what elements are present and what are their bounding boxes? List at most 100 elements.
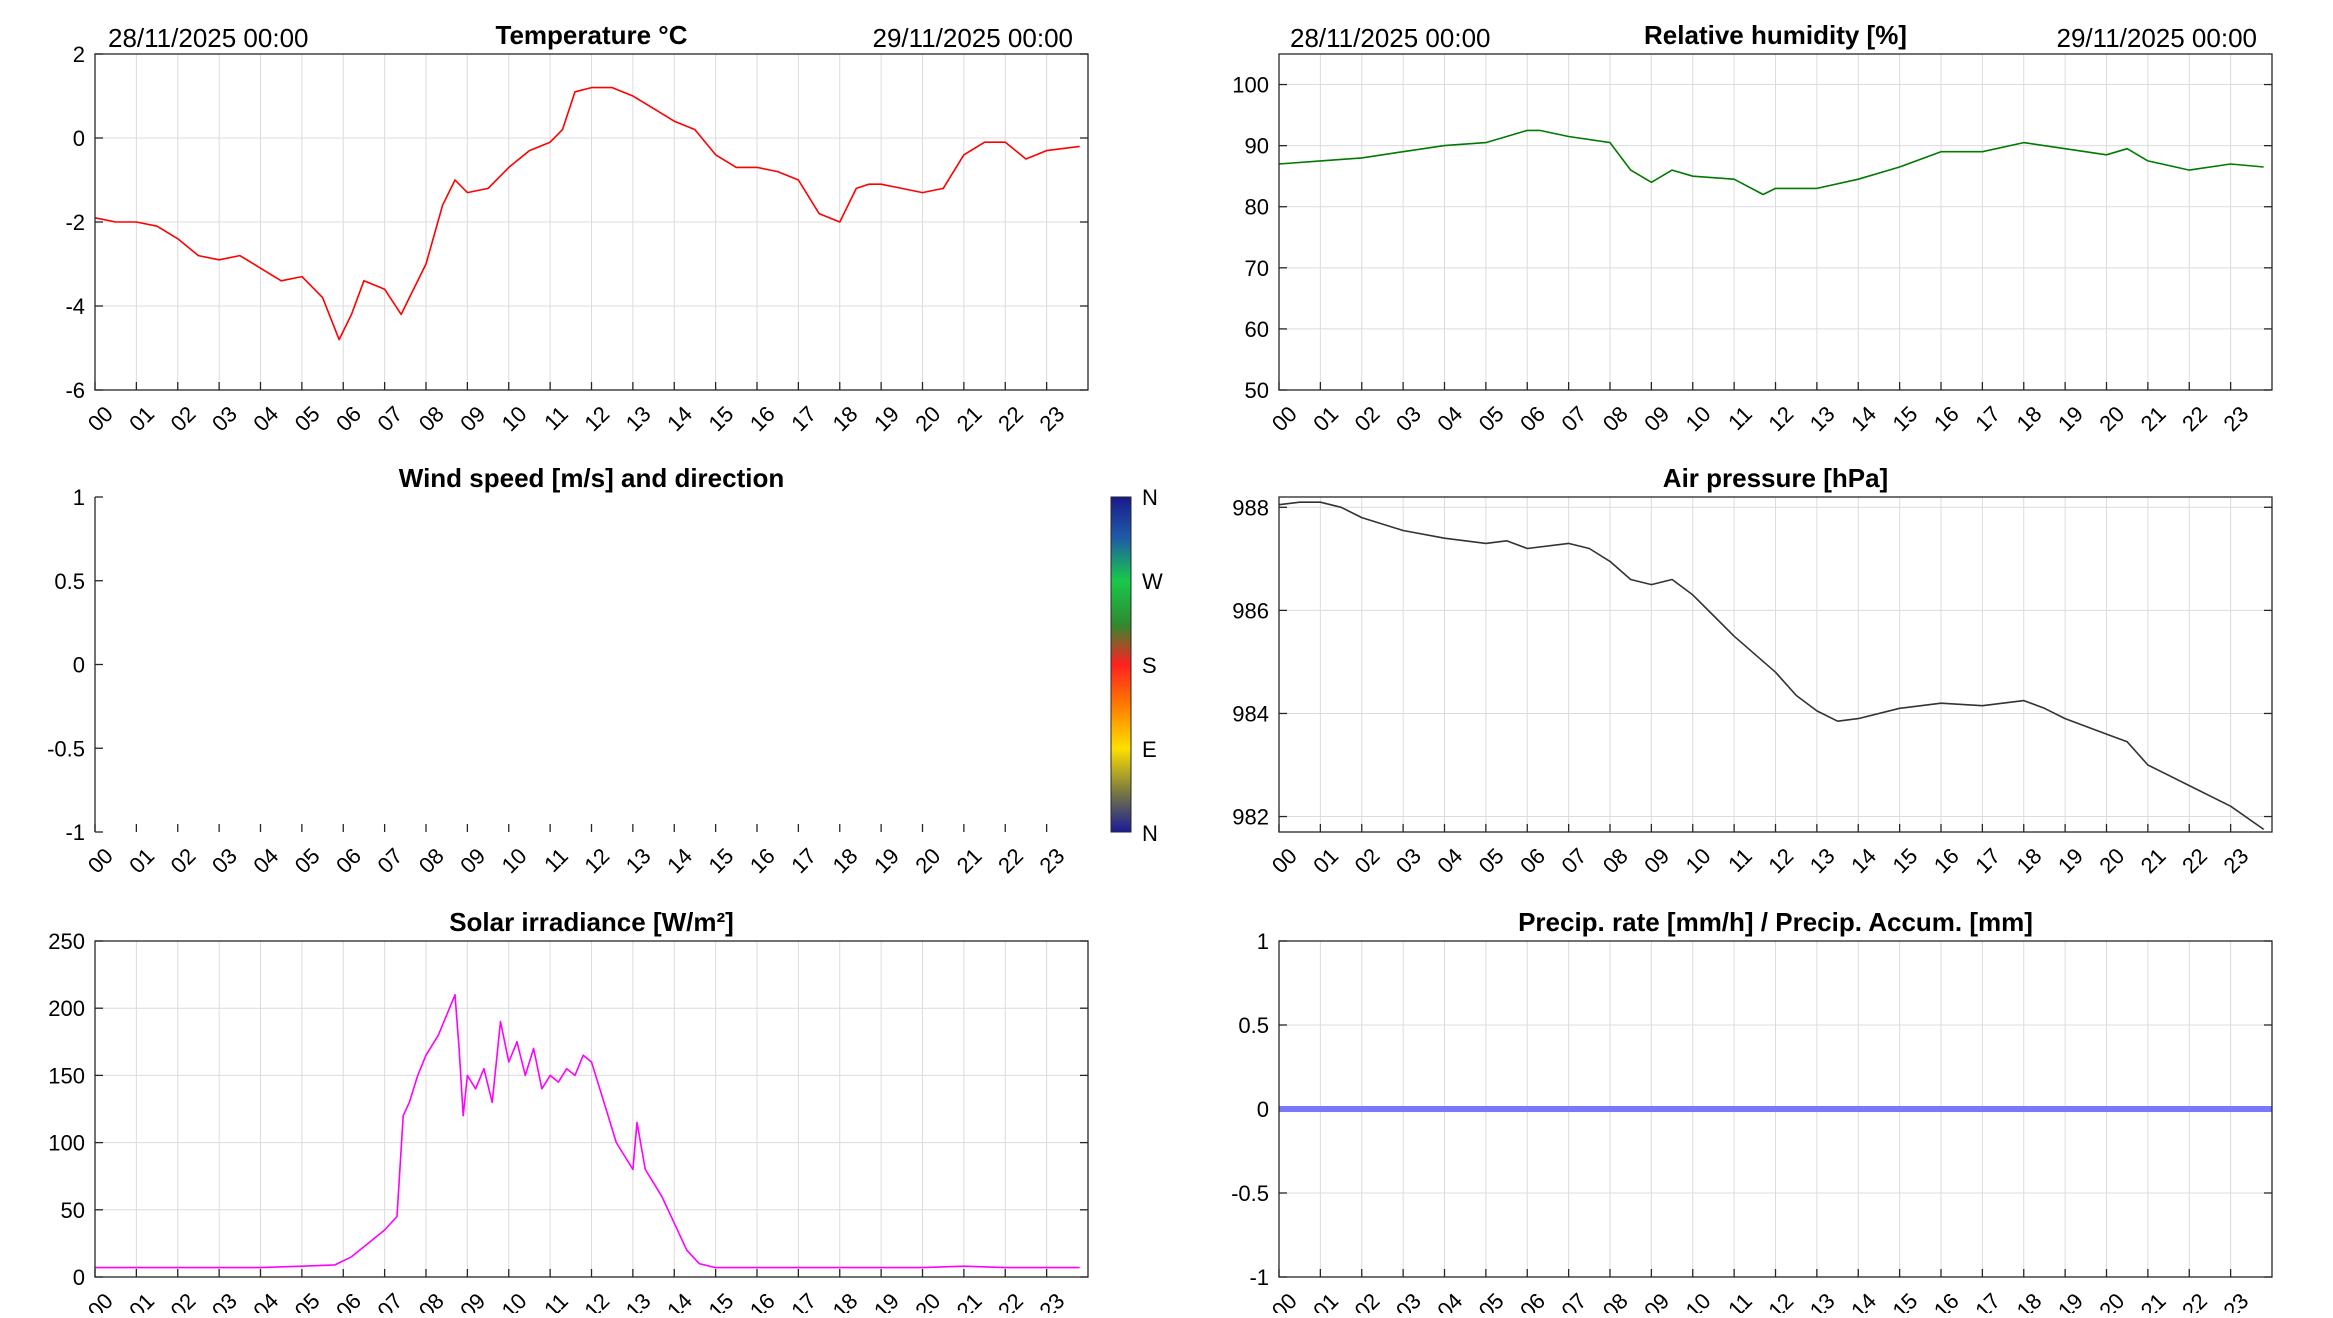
y-tick-label: 250 bbox=[48, 929, 85, 954]
x-tick-label: 03 bbox=[1391, 843, 1426, 878]
solar-series-line bbox=[95, 993, 1080, 1269]
y-tick-label: 60 bbox=[1245, 317, 1269, 342]
x-tick-label: 09 bbox=[1639, 843, 1674, 878]
x-tick-label: 04 bbox=[248, 401, 283, 436]
x-tick-label: 12 bbox=[579, 843, 614, 878]
x-tick-label: 10 bbox=[497, 1288, 532, 1313]
x-tick-label: 10 bbox=[1681, 843, 1716, 878]
x-tick-label: 02 bbox=[1350, 401, 1385, 436]
x-tick-label: 01 bbox=[124, 401, 159, 436]
y-tick-label: 0 bbox=[1257, 1097, 1269, 1122]
x-tick-label: 22 bbox=[993, 401, 1028, 436]
x-tick-label: 00 bbox=[1267, 1288, 1302, 1313]
x-tick-label: 11 bbox=[1723, 1288, 1757, 1313]
x-tick-label: 09 bbox=[455, 401, 490, 436]
x-tick-label: 17 bbox=[1970, 843, 2005, 878]
x-tick-label: 10 bbox=[497, 401, 532, 436]
x-tick-label: 01 bbox=[1308, 843, 1343, 878]
x-tick-label: 06 bbox=[1515, 401, 1550, 436]
y-tick-label: 0.5 bbox=[1238, 1013, 1269, 1038]
x-tick-label: 11 bbox=[539, 401, 573, 435]
x-tick-label: 23 bbox=[1034, 401, 1069, 436]
x-tick-label: 02 bbox=[1350, 843, 1385, 878]
x-tick-label: 04 bbox=[248, 1288, 283, 1313]
x-tick-label: 00 bbox=[1267, 401, 1302, 436]
x-tick-label: 00 bbox=[83, 401, 118, 436]
x-tick-label: 18 bbox=[828, 401, 863, 436]
x-tick-label: 17 bbox=[1970, 401, 2005, 436]
start-datetime-right: 28/11/2025 00:00 bbox=[1290, 23, 1490, 53]
wind-direction-colorbar: N W S E N bbox=[1110, 485, 1163, 846]
x-tick-label: 19 bbox=[2053, 843, 2088, 878]
solar-chart: 00 01 02 03 04 05 06 07 08 09 10 11 12 13 14 15 16 17 18 19… bbox=[48, 907, 1089, 1318]
x-tick-label: 09 bbox=[455, 1288, 490, 1313]
plot-frame bbox=[94, 53, 1089, 391]
x-tick-label: 03 bbox=[207, 843, 242, 878]
x-tick-label: 07 bbox=[1556, 843, 1591, 878]
x-tick-label: 09 bbox=[1639, 401, 1674, 436]
x-tick-label: 21 bbox=[2136, 1288, 2171, 1313]
x-tick-label: 07 bbox=[1556, 401, 1591, 436]
x-tick-label: 00 bbox=[83, 843, 118, 878]
y-tick-label: -0.5 bbox=[47, 736, 85, 761]
x-tick-label: 22 bbox=[2177, 843, 2212, 878]
x-tick-label: 02 bbox=[166, 1288, 201, 1313]
x-tick-label: 03 bbox=[207, 1288, 242, 1313]
x-tick-label: 15 bbox=[1887, 401, 1922, 436]
x-tick-label: 01 bbox=[1308, 1288, 1343, 1313]
pressure-chart: 00 01 02 03 04 05 06 07 08 09 10 11 12 13 14 15 16 17 18 19… bbox=[1232, 463, 2273, 878]
y-tick-label: 986 bbox=[1232, 598, 1269, 623]
x-tick-label: 12 bbox=[1763, 843, 1798, 878]
x-tick-label: 21 bbox=[952, 401, 987, 436]
x-tick-label: 20 bbox=[2094, 1288, 2129, 1313]
y-tick-label: 2 bbox=[73, 42, 85, 67]
x-tick-label: 12 bbox=[579, 1288, 614, 1313]
chart-title: Temperature °C bbox=[496, 20, 688, 50]
x-tick-label: 21 bbox=[2136, 401, 2171, 436]
y-tick-label: 982 bbox=[1232, 805, 1269, 830]
x-tick-label: 21 bbox=[952, 1288, 987, 1313]
x-tick-label: 07 bbox=[372, 1288, 407, 1313]
colorbar-label-n-top: N bbox=[1142, 485, 1158, 510]
x-tick-label: 13 bbox=[621, 1288, 656, 1313]
x-tick-label: 22 bbox=[993, 843, 1028, 878]
x-tick-label: 04 bbox=[248, 843, 283, 878]
x-tick-label: 08 bbox=[1598, 843, 1633, 878]
chart-title: Air pressure [hPa] bbox=[1663, 463, 1888, 493]
x-tick-label: 11 bbox=[1723, 843, 1757, 877]
x-tick-label: 02 bbox=[166, 843, 201, 878]
y-tick-label: 150 bbox=[48, 1063, 85, 1088]
temperature-chart: 00 01 02 03 04 05 06 07 08 09 10 11 12 13 14 15 16 17 18 19… bbox=[65, 20, 1089, 436]
x-tick-label: 08 bbox=[414, 843, 449, 878]
x-tick-label: 13 bbox=[1805, 1288, 1840, 1313]
x-tick-label: 15 bbox=[703, 401, 738, 436]
x-tick-label: 18 bbox=[2012, 401, 2047, 436]
x-tick-label: 04 bbox=[1432, 401, 1467, 436]
plot-area bbox=[95, 497, 1088, 832]
y-tick-label: 100 bbox=[48, 1131, 85, 1156]
x-tick-label: 18 bbox=[828, 843, 863, 878]
x-tick-label: 11 bbox=[539, 1288, 573, 1313]
x-tick-label: 04 bbox=[1432, 1288, 1467, 1313]
x-tick-label: 06 bbox=[331, 843, 366, 878]
x-tick-label: 12 bbox=[1763, 401, 1798, 436]
x-tick-label: 16 bbox=[1929, 1288, 1964, 1313]
x-tick-label: 05 bbox=[1474, 843, 1509, 878]
x-tick-label: 17 bbox=[786, 843, 821, 878]
x-tick-label: 05 bbox=[290, 843, 325, 878]
x-tick-label: 13 bbox=[621, 843, 656, 878]
x-tick-label: 16 bbox=[1929, 843, 1964, 878]
y-tick-label: 50 bbox=[61, 1198, 85, 1223]
y-tick-label: 984 bbox=[1232, 701, 1269, 726]
x-tick-label: 13 bbox=[621, 401, 656, 436]
y-tick-label: 90 bbox=[1245, 134, 1269, 159]
end-datetime-left: 29/11/2025 00:00 bbox=[873, 23, 1073, 53]
x-tick-label: 18 bbox=[2012, 843, 2047, 878]
y-tick-label: 0 bbox=[73, 653, 85, 678]
x-tick-label: 03 bbox=[1391, 401, 1426, 436]
x-tick-label: 20 bbox=[910, 1288, 945, 1313]
x-tick-label: 19 bbox=[869, 401, 904, 436]
x-tick-label: 20 bbox=[910, 843, 945, 878]
x-tick-label: 16 bbox=[1929, 401, 1964, 436]
y-tick-label: -1 bbox=[65, 820, 85, 845]
